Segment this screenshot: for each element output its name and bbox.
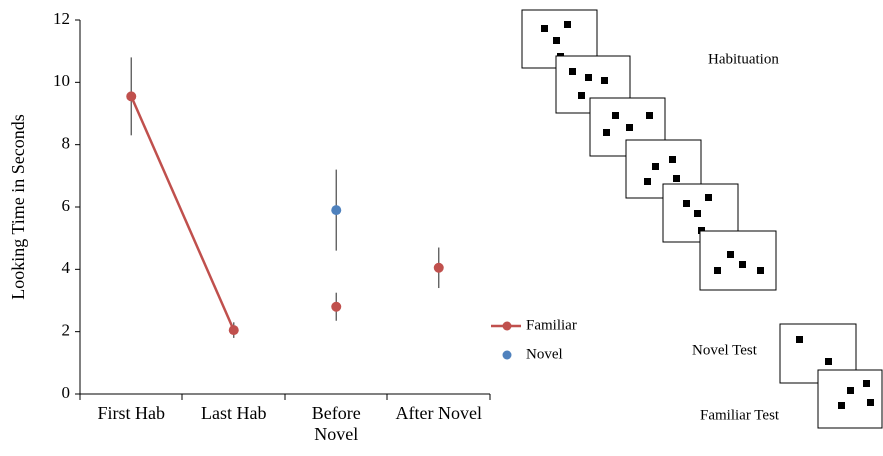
- dot: [847, 387, 854, 394]
- dot: [863, 380, 870, 387]
- point: [331, 302, 341, 312]
- dot: [694, 210, 701, 217]
- y-tick-label: 4: [62, 258, 71, 277]
- dot: [838, 402, 845, 409]
- familiar-test-label: Familiar Test: [700, 407, 780, 423]
- dot: [612, 112, 619, 119]
- series-line: [131, 96, 234, 330]
- dot: [867, 399, 874, 406]
- dot: [644, 178, 651, 185]
- dot: [603, 129, 610, 136]
- legend-label: Familiar: [526, 317, 577, 333]
- legend-marker: [503, 351, 512, 360]
- y-tick-label: 8: [62, 134, 71, 153]
- habituation-diagram: Habituation Novel Test Familiar Test: [522, 10, 882, 428]
- y-tick-label: 0: [62, 383, 71, 402]
- x-tick-label: Last Hab: [190, 403, 278, 424]
- dot: [796, 336, 803, 343]
- dot: [714, 267, 721, 274]
- y-axis-label: Looking Time in Seconds: [8, 114, 28, 300]
- y-tick-label: 6: [62, 196, 71, 215]
- dot: [553, 37, 560, 44]
- dot: [757, 267, 764, 274]
- x-tick-label: After Novel: [395, 403, 483, 424]
- dot: [727, 251, 734, 258]
- dot: [626, 124, 633, 131]
- chart: Looking Time in Seconds Habituation Nove…: [0, 0, 883, 456]
- y-tick-label: 10: [53, 71, 70, 90]
- dot: [673, 175, 680, 182]
- x-tick-label: First Hab: [87, 403, 175, 424]
- dot: [601, 77, 608, 84]
- page: Looking Time in Seconds Habituation Nove…: [0, 0, 883, 456]
- dot: [541, 25, 548, 32]
- dot: [683, 200, 690, 207]
- frame: [700, 231, 776, 290]
- point: [331, 205, 341, 215]
- habituation-label: Habituation: [708, 51, 779, 67]
- y-tick-label: 12: [53, 9, 70, 28]
- point: [126, 91, 136, 101]
- dot: [739, 261, 746, 268]
- dot: [585, 74, 592, 81]
- dot: [646, 112, 653, 119]
- x-ticks: [80, 394, 490, 400]
- novel-test-label: Novel Test: [692, 342, 758, 358]
- point: [434, 263, 444, 273]
- point: [229, 325, 239, 335]
- legend-label: Novel: [526, 346, 563, 362]
- legend-marker: [503, 322, 512, 331]
- dot: [652, 163, 659, 170]
- dot: [825, 358, 832, 365]
- dot: [705, 194, 712, 201]
- dot: [578, 92, 585, 99]
- x-tick-label: Before Novel: [292, 403, 380, 445]
- y-tick-label: 2: [62, 321, 71, 340]
- dot: [569, 68, 576, 75]
- dot: [669, 156, 676, 163]
- dot: [564, 21, 571, 28]
